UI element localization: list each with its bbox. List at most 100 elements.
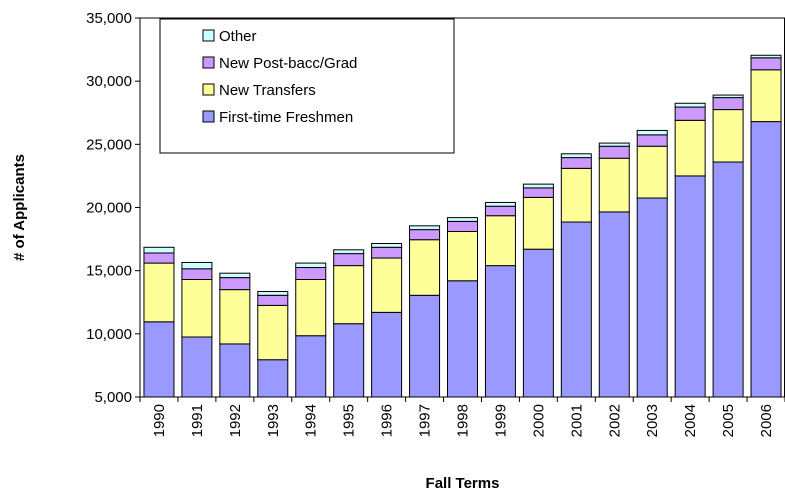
bar-segment-new-transfers-1990: [143, 262, 175, 323]
legend-label-new-post-bacc-grad: New Post-bacc/Grad: [219, 55, 357, 72]
bar-segment-new-transfers-1999: [484, 215, 516, 267]
bar-segment-new-transfers-2002: [598, 157, 630, 213]
bar-segment-other-2001: [560, 153, 592, 159]
y-tick-label: 35,000: [86, 10, 132, 27]
bar-segment-new-transfers-1995: [333, 265, 365, 325]
x-tick-label: 1996: [379, 404, 396, 437]
bar-segment-new-transfers-1997: [409, 239, 441, 296]
y-tick-label: 30,000: [86, 73, 132, 90]
bar-segment-new-post-bacc-grad-2001: [560, 157, 592, 169]
bar-segment-other-1999: [484, 201, 516, 207]
x-tick-label: 1994: [303, 404, 320, 437]
legend-swatch-other: [202, 29, 215, 42]
y-tick-label: 20,000: [86, 200, 132, 217]
bar-segment-first-time-freshmen-1993: [257, 359, 289, 398]
bar-segment-new-post-bacc-grad-2002: [598, 145, 630, 159]
bar-segment-other-1996: [371, 243, 403, 248]
legend-label-first-time-freshmen: First-time Freshmen: [219, 109, 353, 126]
x-tick-label: 1992: [227, 404, 244, 437]
bar-segment-other-2006: [750, 54, 782, 59]
bar-segment-first-time-freshmen-1998: [447, 280, 478, 398]
bar-segment-first-time-freshmen-1996: [371, 311, 403, 398]
x-tick-label: 2005: [720, 404, 737, 437]
bar-segment-new-transfers-2004: [674, 119, 706, 177]
y-axis-title: # of Applicants: [11, 154, 28, 261]
bar-segment-other-1998: [447, 217, 478, 222]
bar-segment-new-transfers-2005: [712, 109, 744, 163]
x-tick-label: 2004: [682, 404, 699, 437]
bar-segment-new-transfers-1993: [257, 304, 289, 361]
x-tick-label: 2001: [568, 404, 585, 437]
bar-segment-new-transfers-1996: [371, 257, 403, 313]
x-tick-label: 1991: [189, 404, 206, 437]
bar-segment-new-post-bacc-grad-1996: [371, 246, 403, 259]
y-tick-label: 25,000: [86, 136, 132, 153]
legend-swatch-new-transfers: [202, 83, 215, 96]
bar-segment-new-post-bacc-grad-1990: [143, 252, 175, 264]
bar-segment-other-2004: [674, 102, 706, 108]
bar-segment-first-time-freshmen-2002: [598, 211, 630, 398]
bar-segment-other-2000: [522, 183, 554, 189]
bar-segment-first-time-freshmen-1995: [333, 323, 365, 398]
x-tick-label: 1990: [151, 404, 168, 437]
bar-segment-first-time-freshmen-1991: [181, 336, 213, 398]
bar-segment-other-1991: [181, 261, 213, 270]
bar-segment-new-post-bacc-grad-2006: [750, 57, 782, 71]
bar-segment-new-post-bacc-grad-1999: [484, 205, 516, 217]
x-tick-label: 1993: [265, 404, 282, 437]
bar-segment-new-transfers-1992: [219, 289, 251, 345]
bar-segment-new-post-bacc-grad-1992: [219, 277, 251, 291]
x-tick-label: 2006: [758, 404, 775, 437]
x-tick-label: 2002: [606, 404, 623, 437]
bar-segment-new-transfers-2006: [750, 69, 782, 123]
bar-segment-other-1992: [219, 272, 251, 279]
bar-segment-new-post-bacc-grad-1995: [333, 253, 365, 267]
bar-segment-new-post-bacc-grad-1991: [181, 268, 213, 281]
bar-segment-other-2003: [636, 129, 668, 136]
legend-label-new-transfers: New Transfers: [219, 82, 316, 99]
bar-segment-first-time-freshmen-2005: [712, 161, 744, 398]
bar-segment-new-post-bacc-grad-1997: [409, 229, 441, 241]
bar-segment-new-post-bacc-grad-2004: [674, 106, 706, 121]
x-tick-label: 1999: [492, 404, 509, 437]
bar-segment-new-transfers-1994: [295, 279, 327, 337]
x-tick-label: 1998: [455, 404, 472, 437]
x-axis-title: Fall Terms: [426, 475, 500, 492]
bar-segment-other-2002: [598, 142, 630, 147]
y-tick-label: 15,000: [86, 263, 132, 280]
bar-segment-new-transfers-1991: [181, 279, 213, 338]
x-tick-label: 1995: [341, 404, 358, 437]
legend-swatch-new-post-bacc-grad: [202, 56, 215, 69]
bar-segment-new-transfers-2000: [522, 196, 554, 250]
legend: Other New Post-bacc/Grad New Transfers Firs…: [159, 18, 455, 154]
x-tick-label: 1997: [417, 404, 434, 437]
bar-segment-first-time-freshmen-1999: [484, 265, 516, 398]
bar-segment-new-transfers-1998: [447, 231, 478, 282]
bar-segment-other-1993: [257, 291, 289, 296]
plot-area: [143, 54, 782, 398]
bar-segment-new-post-bacc-grad-2003: [636, 134, 668, 147]
legend-swatch-first-time-freshmen: [202, 110, 215, 123]
bar-segment-new-post-bacc-grad-1998: [447, 220, 478, 233]
bar-segment-other-1990: [143, 246, 175, 254]
bar-segment-first-time-freshmen-1992: [219, 343, 251, 398]
bar-segment-other-1997: [409, 225, 441, 231]
bar-segment-new-transfers-2001: [560, 167, 592, 223]
bar-segment-first-time-freshmen-2004: [674, 175, 706, 398]
bar-segment-first-time-freshmen-2006: [750, 121, 782, 398]
legend-label-other: Other: [219, 28, 257, 45]
bar-segment-first-time-freshmen-2000: [522, 248, 554, 398]
bar-segment-new-post-bacc-grad-2000: [522, 187, 554, 198]
y-tick-label: 10,000: [86, 326, 132, 343]
bar-segment-new-transfers-2003: [636, 145, 668, 199]
bar-segment-first-time-freshmen-1997: [409, 294, 441, 398]
y-tick-label: 5,000: [94, 389, 132, 406]
x-tick-label: 2000: [530, 404, 547, 437]
bar-segment-first-time-freshmen-1990: [143, 321, 175, 398]
bar-segment-first-time-freshmen-1994: [295, 335, 327, 398]
bar-segment-first-time-freshmen-2001: [560, 221, 592, 398]
bar-segment-new-post-bacc-grad-1993: [257, 294, 289, 306]
bar-segment-new-post-bacc-grad-2005: [712, 97, 744, 111]
